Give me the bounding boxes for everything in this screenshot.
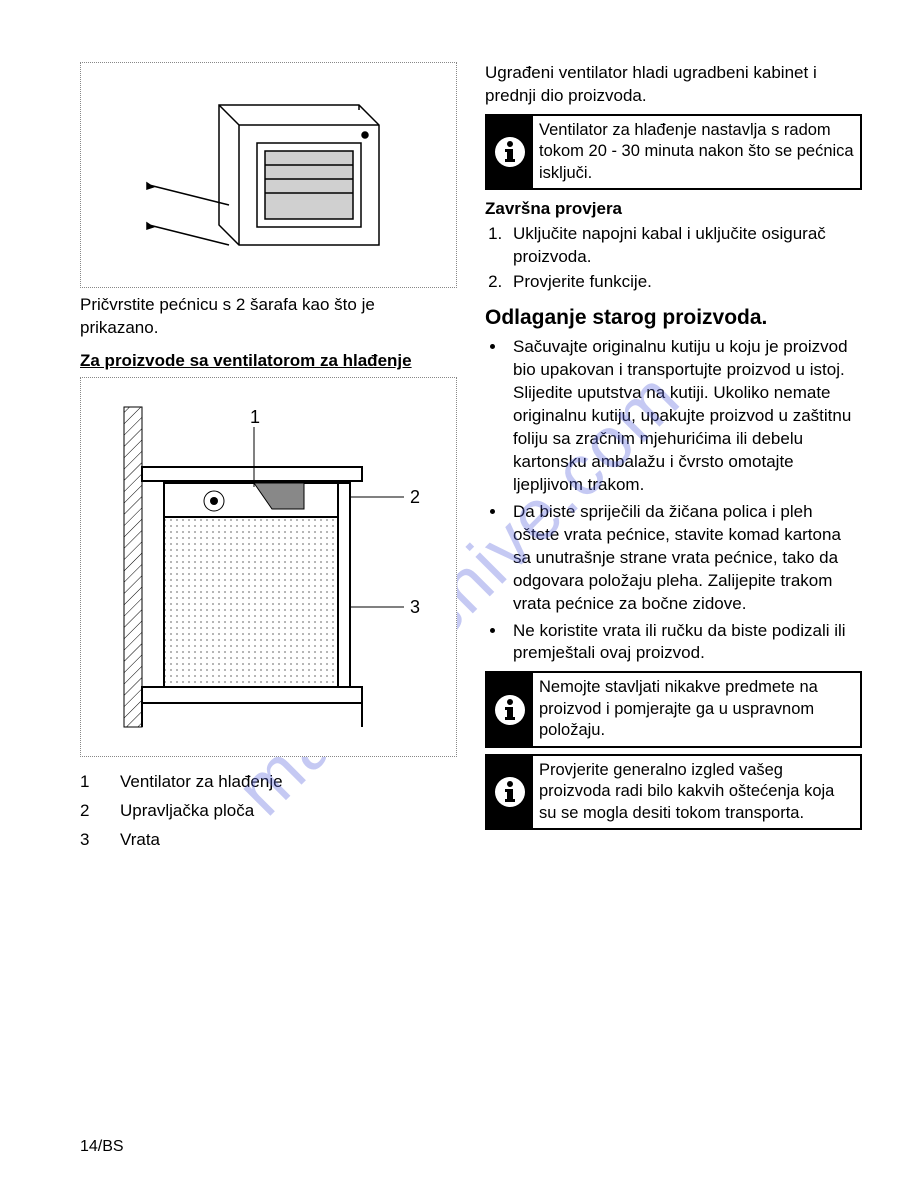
legend-num: 2	[80, 800, 120, 823]
figure1-caption: Pričvrstite pećnicu s 2 šarafa kao što j…	[80, 294, 457, 340]
left-column: Pričvrstite pećnicu s 2 šarafa kao što j…	[80, 62, 457, 858]
check-item: Provjerite funkcije.	[507, 271, 862, 294]
legend-num: 3	[80, 829, 120, 852]
legend-label: Vrata	[120, 829, 160, 852]
note-box-1: Ventilator za hlađenje nastavlja s radom…	[485, 114, 862, 190]
legend: 1 Ventilator za hlađenje 2 Upravljačka p…	[80, 771, 457, 852]
page-number: 14/BS	[80, 1136, 124, 1158]
note-text: Provjerite generalno izgled vašeg proizv…	[533, 756, 860, 828]
info-icon	[487, 673, 533, 745]
legend-label: Ventilator za hlađenje	[120, 771, 283, 794]
legend-label: Upravljačka ploča	[120, 800, 254, 823]
check-list: Uključite napojni kabal i uključite osig…	[485, 223, 862, 294]
check-item: Uključite napojni kabal i uključite osig…	[507, 223, 862, 269]
right-column: Ugrađeni ventilator hladi ugradbeni kabi…	[485, 62, 862, 858]
dispose-list: Sačuvajte originalnu kutiju u koju je pr…	[485, 336, 862, 665]
figure-oven-screws	[80, 62, 457, 288]
note-text: Ventilator za hlađenje nastavlja s radom…	[533, 116, 860, 188]
note-box-2: Nemojte stavljati nikakve predmete na pr…	[485, 671, 862, 747]
dispose-heading: Odlaganje starog proizvoda.	[485, 304, 862, 332]
svg-text:1: 1	[250, 407, 260, 427]
dispose-item: Sačuvajte originalnu kutiju u koju je pr…	[507, 336, 862, 497]
note-box-3: Provjerite generalno izgled vašeg proizv…	[485, 754, 862, 830]
legend-num: 1	[80, 771, 120, 794]
info-icon	[487, 756, 533, 828]
svg-text:2: 2	[410, 487, 420, 507]
check-heading: Završna provjera	[485, 198, 862, 221]
figure-cross-section: 1 2 3	[80, 377, 457, 757]
info-icon	[487, 116, 533, 188]
dispose-item: Da biste spriječili da žičana polica i p…	[507, 501, 862, 616]
svg-text:3: 3	[410, 597, 420, 617]
legend-row: 3 Vrata	[80, 829, 457, 852]
legend-row: 1 Ventilator za hlađenje	[80, 771, 457, 794]
legend-row: 2 Upravljačka ploča	[80, 800, 457, 823]
subhead-fan-products: Za proizvode sa ventilatorom za hlađenje	[80, 350, 457, 373]
note-text: Nemojte stavljati nikakve predmete na pr…	[533, 673, 860, 745]
dispose-item: Ne koristite vrata ili ručku da biste po…	[507, 620, 862, 666]
intro-text: Ugrađeni ventilator hladi ugradbeni kabi…	[485, 62, 862, 108]
